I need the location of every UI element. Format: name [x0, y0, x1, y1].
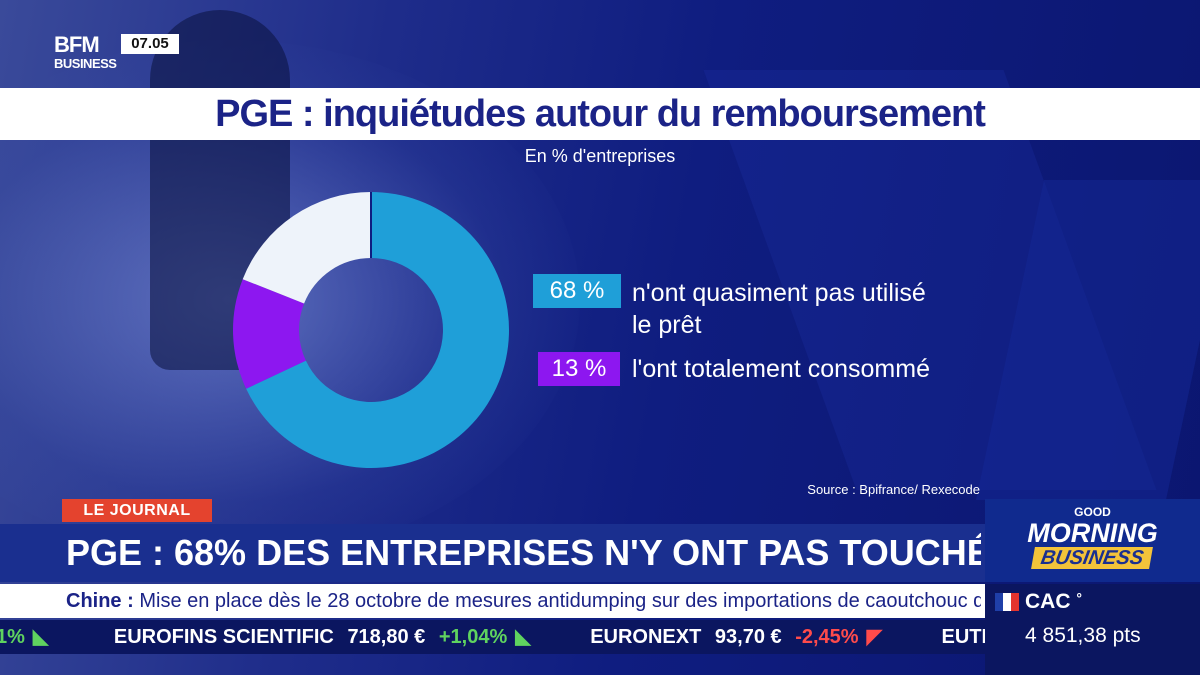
stock-name: EURONEXT — [590, 626, 702, 648]
index-value: 4 851,38 pts — [1025, 624, 1141, 647]
chart-title: PGE : inquiétudes autour du remboursemen… — [215, 93, 986, 135]
stock-price: 93,70 € — [714, 626, 782, 648]
news-ticker: Chine : Mise en place dès le 28 octobre … — [66, 584, 981, 618]
stock-price: 718,80 € — [347, 626, 426, 648]
stock-change: +1,04% — [438, 626, 508, 648]
up-arrow-icon: ◣ — [32, 626, 49, 648]
stock-change: -2,45% — [795, 626, 859, 648]
stock-change: 1% — [0, 626, 25, 648]
down-arrow-icon: ◤ — [866, 626, 882, 648]
logo-line-2: BUSINESS — [54, 56, 117, 71]
legend-label-line: n'ont quasiment pas utilisé — [632, 279, 926, 307]
stock-name: EUROFINS SCIENTIFIC — [113, 626, 334, 648]
stock-item: EURONEXT 93,70 € -2,45% ◤ — [590, 620, 890, 654]
news-ticker-band — [0, 584, 985, 618]
donut-slice-1 — [233, 279, 306, 389]
stock-item: EUTELS — [942, 620, 985, 654]
legend-label: l'ont totalement consommé — [632, 353, 992, 385]
legend-value-box: 13 % — [538, 352, 620, 386]
show-logo-line-3: BUSINESS — [1031, 547, 1154, 569]
headline: PGE : 68% DES ENTREPRISES N'Y ONT PAS TO… — [66, 532, 981, 573]
chart-source: Source : Bpifrance/ Rexecode — [807, 482, 980, 497]
legend-label-line: le prêt — [632, 311, 702, 339]
stock-name: EUTELS — [941, 626, 985, 648]
stock-item: 1% ◣ — [0, 620, 56, 654]
legend-value-box: 68 % — [533, 274, 621, 308]
broadcast-clock: 07.05 — [121, 34, 179, 54]
ticker-text: Mise en place dès le 28 octobre de mesur… — [139, 590, 981, 612]
headline-band — [0, 524, 985, 582]
stock-item: EUROFINS SCIENTIFIC 718,80 € +1,04% ◣ — [114, 620, 539, 654]
stock-ticker: 1% ◣ EUROFINS SCIENTIFIC 718,80 € +1,04% ◣… — [0, 620, 985, 654]
logo-line-1: BFM — [54, 32, 100, 57]
legend-label: n'ont quasiment pas utilisé le prêt — [632, 277, 992, 341]
donut-slice-2 — [242, 192, 371, 304]
title-band — [0, 88, 1200, 140]
ticker-label: Chine : — [66, 590, 134, 612]
index-marker: ° — [1076, 590, 1082, 606]
index-name: CAC ° — [1025, 590, 1082, 614]
chart-subtitle: En % d'entreprises — [524, 146, 676, 166]
up-arrow-icon: ◣ — [515, 626, 531, 648]
index-label: CAC — [1025, 590, 1071, 613]
program-tag: LE JOURNAL — [62, 499, 212, 522]
france-flag-icon — [995, 593, 1019, 611]
show-logo-line-2: MORNING — [1027, 518, 1158, 548]
index-panel: CAC ° 4 851,38 pts — [985, 584, 1200, 675]
show-logo-panel: GOOD MORNING BUSINESS — [985, 499, 1200, 582]
channel-logo: BFM BUSINESS — [54, 34, 118, 76]
donut-slice-0 — [246, 192, 510, 468]
legend-label-line: l'ont totalement consommé — [632, 355, 930, 383]
show-logo-line-1: GOOD — [1074, 505, 1111, 519]
stock-ticker-band — [0, 620, 985, 654]
